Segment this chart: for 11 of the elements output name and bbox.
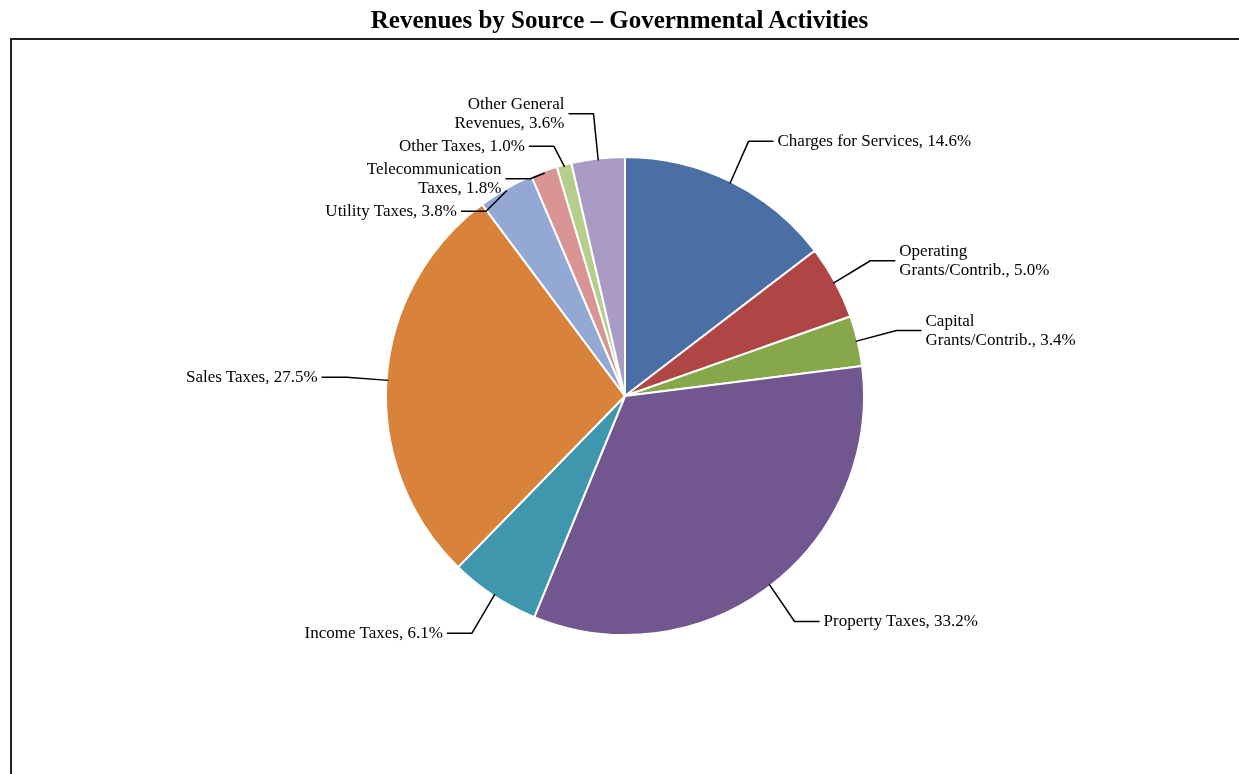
chart-title: Revenues by Source – Governmental Activities [369,6,870,34]
slice-label: Capital Grants/Contrib., 3.4% [925,310,1076,349]
slice-label: Income Taxes, 6.1% [304,622,443,642]
slice-label: Charges for Services, 14.6% [777,130,972,150]
slice-label: Other Taxes, 1.0% [398,135,525,155]
slice-label: Operating Grants/Contrib., 5.0% [899,240,1050,279]
slice-label: Sales Taxes, 27.5% [185,366,318,386]
slice-label: Other General Revenues, 3.6% [454,93,565,132]
slice-label: Telecommunication Taxes, 1.8% [366,158,502,197]
slice-label: Property Taxes, 33.2% [823,610,978,630]
slice-label: Utility Taxes, 3.8% [325,200,458,220]
